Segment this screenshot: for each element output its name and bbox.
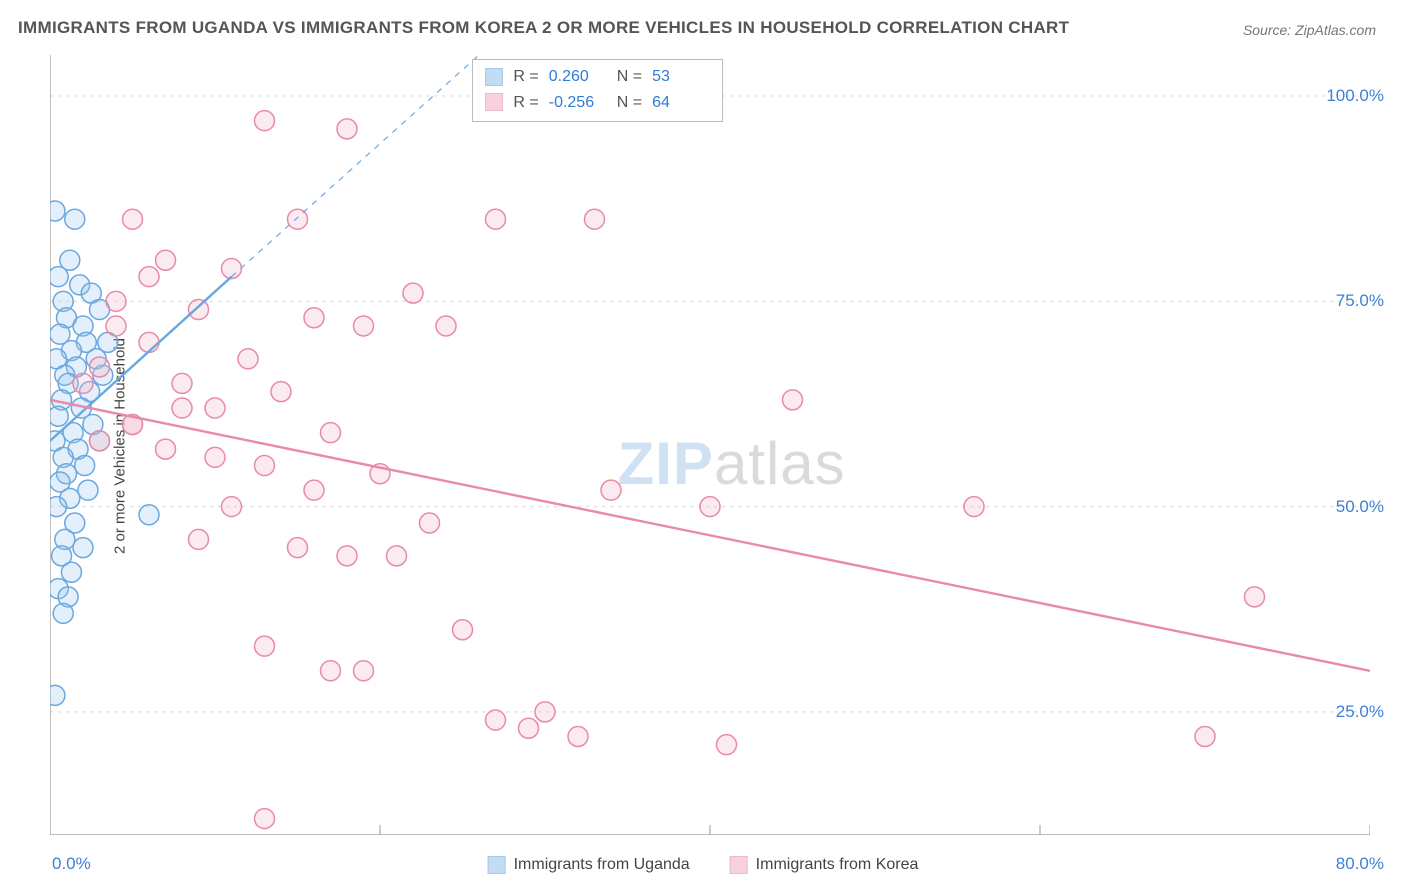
stats-n-label: N = (617, 90, 642, 116)
scatter-plot (50, 55, 1370, 835)
y-tick-label: 50.0% (1336, 497, 1384, 517)
source-attribution: Source: ZipAtlas.com (1243, 22, 1376, 38)
stats-swatch (485, 93, 503, 111)
stats-r-label: R = (513, 64, 538, 90)
legend-swatch-uganda (488, 856, 506, 874)
x-tick-label: 0.0% (52, 854, 91, 874)
bottom-legend: Immigrants from Uganda Immigrants from K… (488, 856, 919, 874)
legend-swatch-korea (730, 856, 748, 874)
stats-swatch (485, 68, 503, 86)
x-tick-label: 80.0% (1336, 854, 1384, 874)
legend-label-uganda: Immigrants from Uganda (514, 856, 690, 874)
stats-r-label: R = (513, 90, 538, 116)
y-tick-label: 75.0% (1336, 291, 1384, 311)
stats-n-value: 53 (652, 64, 710, 90)
correlation-stats-box: R = 0.260 N = 53 R = -0.256 N = 64 (472, 59, 723, 122)
stats-r-value: -0.256 (549, 90, 607, 116)
stats-r-value: 0.260 (549, 64, 607, 90)
stats-n-label: N = (617, 64, 642, 90)
legend-label-korea: Immigrants from Korea (756, 856, 919, 874)
legend-item-uganda: Immigrants from Uganda (488, 856, 690, 874)
stats-n-value: 64 (652, 90, 710, 116)
y-tick-label: 100.0% (1326, 86, 1384, 106)
stats-row: R = 0.260 N = 53 (485, 64, 710, 90)
page-title: IMMIGRANTS FROM UGANDA VS IMMIGRANTS FRO… (18, 18, 1069, 38)
y-tick-label: 25.0% (1336, 702, 1384, 722)
stats-row: R = -0.256 N = 64 (485, 90, 710, 116)
chart-canvas (50, 55, 1370, 835)
legend-item-korea: Immigrants from Korea (730, 856, 919, 874)
